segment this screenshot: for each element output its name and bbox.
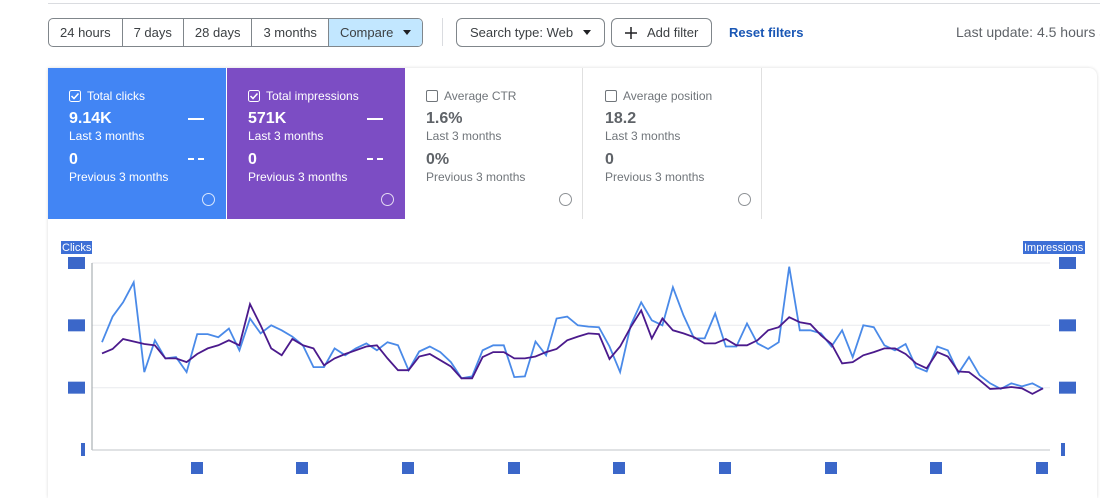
checkbox[interactable] — [605, 90, 617, 102]
metric-period: Last 3 months — [426, 129, 502, 143]
redacted-tick — [719, 462, 731, 474]
legend-line — [188, 158, 204, 160]
redacted-tick — [68, 319, 85, 332]
checkbox[interactable] — [426, 90, 438, 102]
divider — [48, 3, 1100, 4]
redacted-tick — [1061, 443, 1065, 456]
add-filter-button[interactable]: Add filter — [611, 18, 713, 47]
y-axis-label: Clicks — [62, 242, 92, 254]
metric-card[interactable]: Average position 18.2 Last 3 months 0 Pr… — [584, 68, 762, 219]
redacted-tick — [68, 381, 85, 394]
metric-previous-period: Previous 3 months — [426, 170, 526, 184]
redacted-tick — [825, 462, 837, 474]
series-line — [101, 301, 1044, 395]
metric-previous-value: 0 — [248, 151, 257, 168]
checkbox[interactable] — [248, 90, 260, 102]
metric-previous-value: 0 — [605, 151, 614, 168]
redacted-tick — [613, 462, 625, 474]
redacted-tick — [508, 462, 520, 474]
date-range-selector: 24 hours 7 days 28 days 3 months Compare — [48, 18, 424, 47]
checkbox[interactable] — [69, 90, 81, 102]
plus-icon — [625, 26, 637, 39]
add-filter-label: Add filter — [647, 25, 699, 40]
metric-label: Total impressions — [266, 89, 359, 103]
dropdown-icon — [583, 30, 592, 35]
help-icon[interactable] — [381, 193, 394, 206]
metric-card[interactable]: Total clicks 9.14K Last 3 months 0 Previ… — [48, 68, 226, 219]
last-update: Last update: 4.5 hours a — [956, 24, 1100, 40]
metric-previous-value: 0 — [69, 151, 78, 168]
range-button[interactable]: 7 days — [123, 19, 184, 46]
dropdown-icon — [403, 30, 412, 35]
metric-period: Last 3 months — [248, 129, 324, 143]
label-highlight — [1023, 241, 1085, 254]
redacted-tick — [1059, 381, 1076, 394]
metric-period: Last 3 months — [605, 129, 681, 143]
compare-button[interactable]: Compare — [328, 19, 423, 46]
metric-label: Average CTR — [444, 89, 517, 103]
search-type-label: Search type: Web — [470, 25, 574, 40]
range-button[interactable]: 3 months — [252, 19, 329, 46]
label-highlight — [61, 241, 92, 254]
range-button[interactable]: 28 days — [184, 19, 253, 46]
redacted-tick — [1036, 462, 1048, 474]
metric-card[interactable]: Average CTR 1.6% Last 3 months 0% Previo… — [405, 68, 583, 219]
metric-card[interactable]: Total impressions 571K Last 3 months 0 P… — [227, 68, 405, 219]
range-button[interactable]: 24 hours — [49, 19, 123, 46]
redacted-tick — [1059, 319, 1076, 332]
metric-label: Total clicks — [87, 89, 146, 103]
redacted-tick — [1059, 257, 1076, 269]
metric-previous-period: Previous 3 months — [69, 170, 169, 184]
help-icon[interactable] — [559, 193, 572, 206]
redacted-tick — [68, 257, 85, 269]
help-icon[interactable] — [738, 193, 751, 206]
metric-previous-value: 0% — [426, 151, 450, 168]
redacted-tick — [191, 462, 203, 474]
divider — [442, 18, 443, 46]
y2-axis-label: Impressions — [1024, 242, 1084, 254]
reset-filters-link[interactable]: Reset filters — [729, 25, 804, 40]
legend-line — [367, 118, 383, 120]
redacted-tick — [81, 443, 85, 456]
redacted-tick — [296, 462, 308, 474]
chart: Clicks Impressions — [61, 241, 1085, 474]
redacted-tick — [930, 462, 942, 474]
help-icon[interactable] — [202, 193, 215, 206]
search-type-button[interactable]: Search type: Web — [456, 18, 606, 47]
series-line — [101, 266, 1044, 390]
metric-value: 9.14K — [69, 110, 112, 127]
legend-line — [367, 158, 383, 160]
legend-line — [188, 118, 204, 120]
metric-previous-period: Previous 3 months — [605, 170, 705, 184]
compare-label: Compare — [339, 25, 394, 40]
metric-previous-period: Previous 3 months — [248, 170, 348, 184]
metric-value: 571K — [248, 110, 287, 127]
metric-label: Average position — [623, 89, 713, 103]
metric-value: 18.2 — [605, 110, 637, 127]
metric-period: Last 3 months — [69, 129, 145, 143]
metric-value: 1.6% — [426, 110, 463, 127]
redacted-tick — [402, 462, 414, 474]
